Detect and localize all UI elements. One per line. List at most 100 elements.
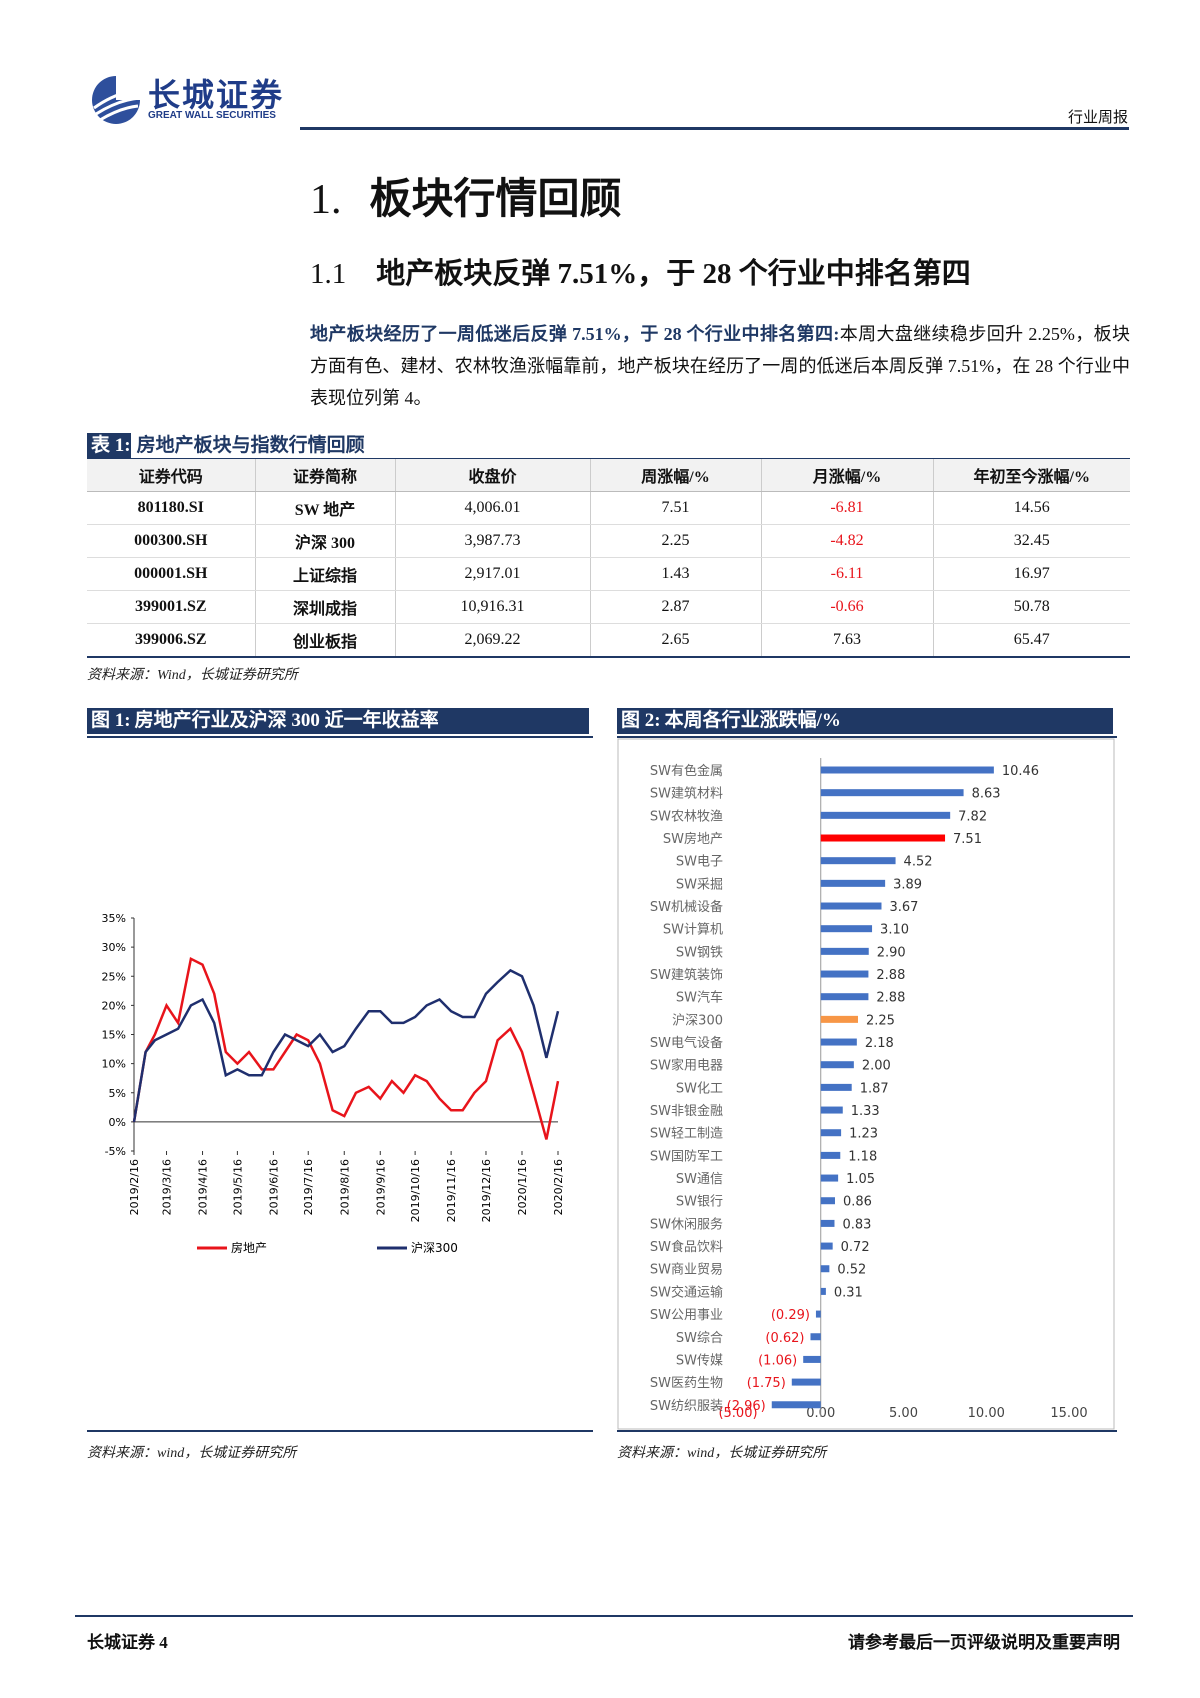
table-cell: 14.56 — [932, 491, 1130, 525]
category-label: SW机械设备 — [650, 899, 723, 915]
heading-number: 1. — [310, 177, 342, 223]
x-tick-label: 2019/12/16 — [480, 1159, 493, 1222]
category-label: SW钢铁 — [676, 945, 723, 960]
x-tick-label: 2020/2/16 — [552, 1159, 565, 1215]
category-label: SW综合 — [676, 1331, 723, 1346]
report-tag: 行业周报 — [1067, 110, 1128, 126]
footer-right: 请参考最后一页评级说明及重要声明 — [848, 1633, 1120, 1652]
heading-text: 板块行情回顾 — [369, 177, 622, 223]
category-label: SW采掘 — [676, 877, 723, 892]
value-label: 0.72 — [841, 1240, 870, 1255]
bar — [820, 970, 869, 978]
column-header: 收盘价 — [394, 459, 590, 492]
x-tick-label: 2019/2/16 — [128, 1159, 141, 1215]
header-row: 证券代码 证券简称 收盘价 周涨幅/% 月涨幅/% 年初至今涨幅/% — [87, 459, 1130, 492]
value-label: 3.89 — [893, 877, 922, 892]
bar — [820, 1265, 830, 1273]
figure-caption: 图 2: 本周各行业涨跌幅/% — [617, 708, 1117, 738]
value-label: 0.86 — [843, 1195, 872, 1210]
value-label: (0.62) — [765, 1331, 804, 1346]
table-cell: 4,006.01 — [394, 491, 590, 525]
bar — [820, 947, 869, 955]
x-tick-label: 2019/6/16 — [267, 1159, 280, 1215]
x-tick-label: 2019/7/16 — [302, 1159, 315, 1215]
y-tick-label: 25% — [102, 970, 126, 983]
value-label: 2.90 — [877, 945, 906, 960]
category-label: SW传媒 — [676, 1353, 723, 1368]
x-tick-label: 2019/4/16 — [197, 1159, 210, 1215]
column-header: 周涨幅/% — [589, 459, 761, 492]
table-cell: 沪深 300 — [254, 524, 395, 558]
chart-frame — [617, 738, 1115, 1430]
value-label: (0.29) — [771, 1308, 810, 1323]
table-source: 资料来源：Wind，长城证券研究所 — [87, 668, 298, 683]
figure-label: 图 2: — [621, 710, 661, 731]
logo-cn: 长城证券 — [148, 77, 285, 113]
table-body: 801180.SI SW 地产 4,006.01 7.51 -6.81 14.56 0003… — [87, 491, 1130, 658]
value-label: 2.18 — [865, 1036, 894, 1051]
y-tick-label: 5% — [109, 1087, 126, 1100]
figure-label: 图 1: — [91, 710, 131, 731]
category-label: SW食品饮料 — [650, 1239, 723, 1255]
bar — [820, 1197, 835, 1205]
figure-source: 资料来源：wind，长城证券研究所 — [617, 1446, 827, 1461]
category-label: SW化工 — [676, 1081, 723, 1096]
bar — [820, 993, 869, 1001]
category-label: SW轻工制造 — [650, 1127, 723, 1142]
table-cell: 深圳成指 — [254, 590, 395, 624]
line-series — [132, 968, 560, 1123]
value-label: 0.31 — [834, 1285, 863, 1300]
category-label: SW商业贸易 — [650, 1263, 723, 1278]
x-tick-label: (5.00) — [718, 1406, 757, 1421]
bar — [791, 1378, 821, 1386]
category-label: SW国防军工 — [650, 1148, 723, 1164]
value-label: 2.88 — [876, 968, 905, 983]
footer-rule — [75, 1615, 1133, 1617]
column-header: 年初至今涨幅/% — [932, 459, 1130, 492]
table-cell: 10,916.31 — [394, 590, 590, 624]
bar — [820, 879, 886, 887]
value-label: 0.83 — [842, 1217, 871, 1232]
category-label: SW农林牧渔 — [650, 809, 723, 824]
paragraph-body: 本周大盘继续稳步回升 2.25%，板块方面有色、建材、农林牧渔涨幅靠前，地产板块… — [310, 324, 1130, 408]
value-label: 10.46 — [1002, 764, 1039, 779]
value-label: (1.06) — [758, 1353, 797, 1368]
bar — [820, 766, 994, 774]
value-label: (2.96) — [727, 1399, 766, 1414]
bar — [820, 811, 951, 819]
figure-rule — [87, 1430, 593, 1432]
value-label: 1.18 — [848, 1149, 877, 1164]
bar — [803, 1355, 821, 1363]
column-header: 证券代码 — [87, 459, 255, 492]
table-cell: 50.78 — [932, 590, 1130, 624]
x-tick-label: 2019/10/16 — [409, 1159, 422, 1222]
category-label: SW建筑装饰 — [650, 967, 723, 983]
y-tick-label: 30% — [102, 941, 126, 954]
table-cell: 1.43 — [589, 557, 761, 591]
table-cell: 2,069.22 — [394, 623, 590, 658]
heading-text: 地产板块反弹 7.51%，于 28 个行业中排名第四 — [376, 258, 971, 290]
bar — [820, 1015, 858, 1023]
x-tick-label: 2019/8/16 — [338, 1159, 351, 1215]
line-series — [132, 956, 560, 1140]
y-tick-label: 0% — [109, 1116, 126, 1129]
table-cell: 16.97 — [932, 557, 1130, 591]
value-label: 8.63 — [972, 787, 1001, 802]
value-label: 1.05 — [846, 1172, 875, 1187]
table-cell: SW 地产 — [254, 491, 395, 525]
figure-title-bar: 图 1: 房地产行业及沪深 300 近一年收益率 — [87, 708, 589, 734]
category-label: SW休闲服务 — [650, 1216, 723, 1232]
table-cell: 32.45 — [932, 524, 1130, 558]
table-row: 399006.SZ 创业板指 2,069.22 2.65 7.63 65.47 — [87, 623, 1130, 658]
paragraph-lead: 地产板块经历了一周低迷后反弹 7.51%，于 28 个行业中排名第四: — [310, 324, 840, 344]
bar — [820, 1174, 839, 1182]
table-cell: 2.65 — [589, 623, 761, 658]
value-label: 1.23 — [849, 1127, 878, 1142]
category-label: SW纺织服装 — [650, 1399, 723, 1414]
value-label: 7.51 — [953, 832, 982, 847]
bar — [771, 1401, 821, 1409]
value-label: (1.75) — [747, 1376, 786, 1391]
bar — [820, 1083, 852, 1091]
table-row: 801180.SI SW 地产 4,006.01 7.51 -6.81 14.56 — [87, 491, 1130, 525]
